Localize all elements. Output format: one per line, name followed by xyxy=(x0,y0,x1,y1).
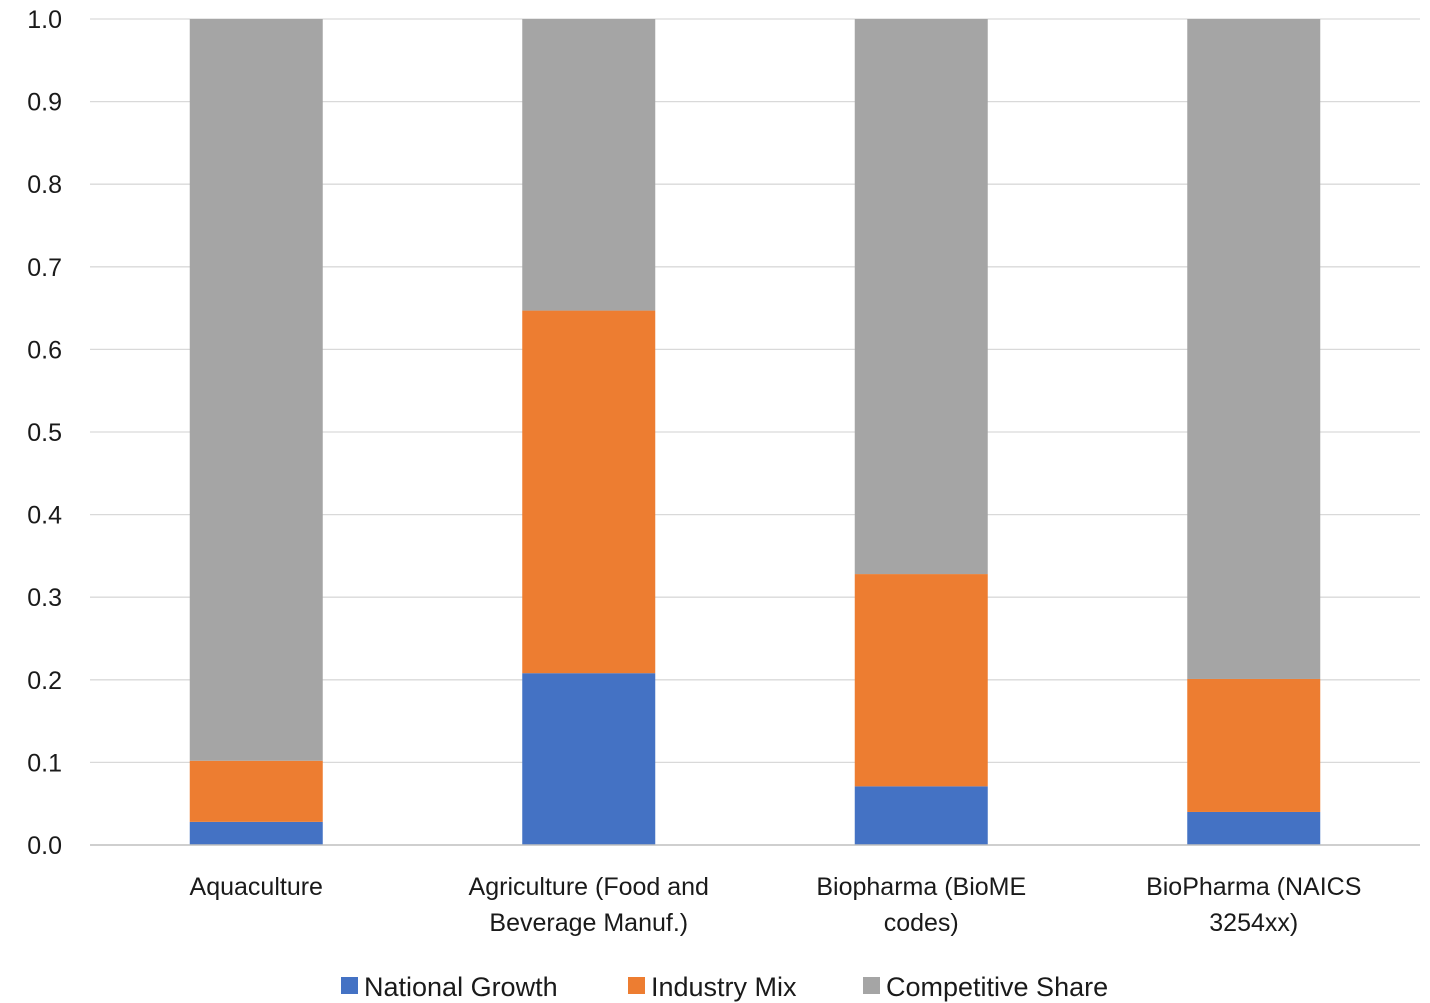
category-label: codes) xyxy=(884,909,959,937)
category-label: Aquaculture xyxy=(190,873,323,901)
bar-segment-national-growth xyxy=(522,673,656,845)
y-tick-label: 0.8 xyxy=(27,171,62,199)
category-label: Agriculture (Food and xyxy=(469,873,709,901)
legend-label: Industry Mix xyxy=(651,972,797,1002)
bar-segment-national-growth xyxy=(854,786,988,845)
y-tick-label: 0.5 xyxy=(27,419,62,447)
category-label: 3254xx) xyxy=(1209,909,1298,937)
bar-segment-competitive-share xyxy=(522,19,656,311)
y-tick-label: 0.1 xyxy=(27,749,62,777)
category-label: Biopharma (BioME xyxy=(816,873,1026,901)
y-tick-label: 0.9 xyxy=(27,89,62,117)
y-axis-ticks: 0.0 0.1 0.2 0.3 0.4 0.5 0.6 0.7 0.8 0.9 1.0 xyxy=(27,6,62,860)
bar-segment-national-growth xyxy=(1187,811,1321,845)
bar-segment-competitive-share xyxy=(854,19,988,575)
category-label: BioPharma (NAICS xyxy=(1146,873,1361,901)
bar-segment-competitive-share xyxy=(189,19,323,761)
y-tick-label: 0.7 xyxy=(27,254,62,282)
y-tick-label: 0.3 xyxy=(27,584,62,612)
bar-segment-competitive-share xyxy=(1187,19,1321,679)
legend-label: National Growth xyxy=(364,972,558,1002)
bars xyxy=(189,19,1321,845)
legend-swatch xyxy=(628,977,645,994)
bar-segment-national-growth xyxy=(189,821,323,845)
legend-swatch xyxy=(863,977,880,994)
category-label: Beverage Manuf.) xyxy=(489,909,688,937)
legend-swatch xyxy=(341,977,358,994)
legend: National Growth Industry Mix Competitive S… xyxy=(341,972,1108,1002)
category-labels: Aquaculture Agriculture (Food and Beverage… xyxy=(190,873,1362,937)
y-tick-label: 0.4 xyxy=(27,502,62,530)
y-tick-label: 0.6 xyxy=(27,336,62,364)
bar-segment-industry-mix xyxy=(854,574,988,787)
legend-item: National Growth xyxy=(341,972,558,1002)
y-tick-label: 0.0 xyxy=(27,832,62,860)
y-tick-label: 1.0 xyxy=(27,6,62,34)
legend-item: Competitive Share xyxy=(863,972,1108,1002)
bar-segment-industry-mix xyxy=(189,760,323,822)
legend-label: Competitive Share xyxy=(886,972,1108,1002)
legend-item: Industry Mix xyxy=(628,972,797,1002)
bar-segment-industry-mix xyxy=(1187,678,1321,812)
y-tick-label: 0.2 xyxy=(27,667,62,695)
bar-segment-industry-mix xyxy=(522,310,656,674)
